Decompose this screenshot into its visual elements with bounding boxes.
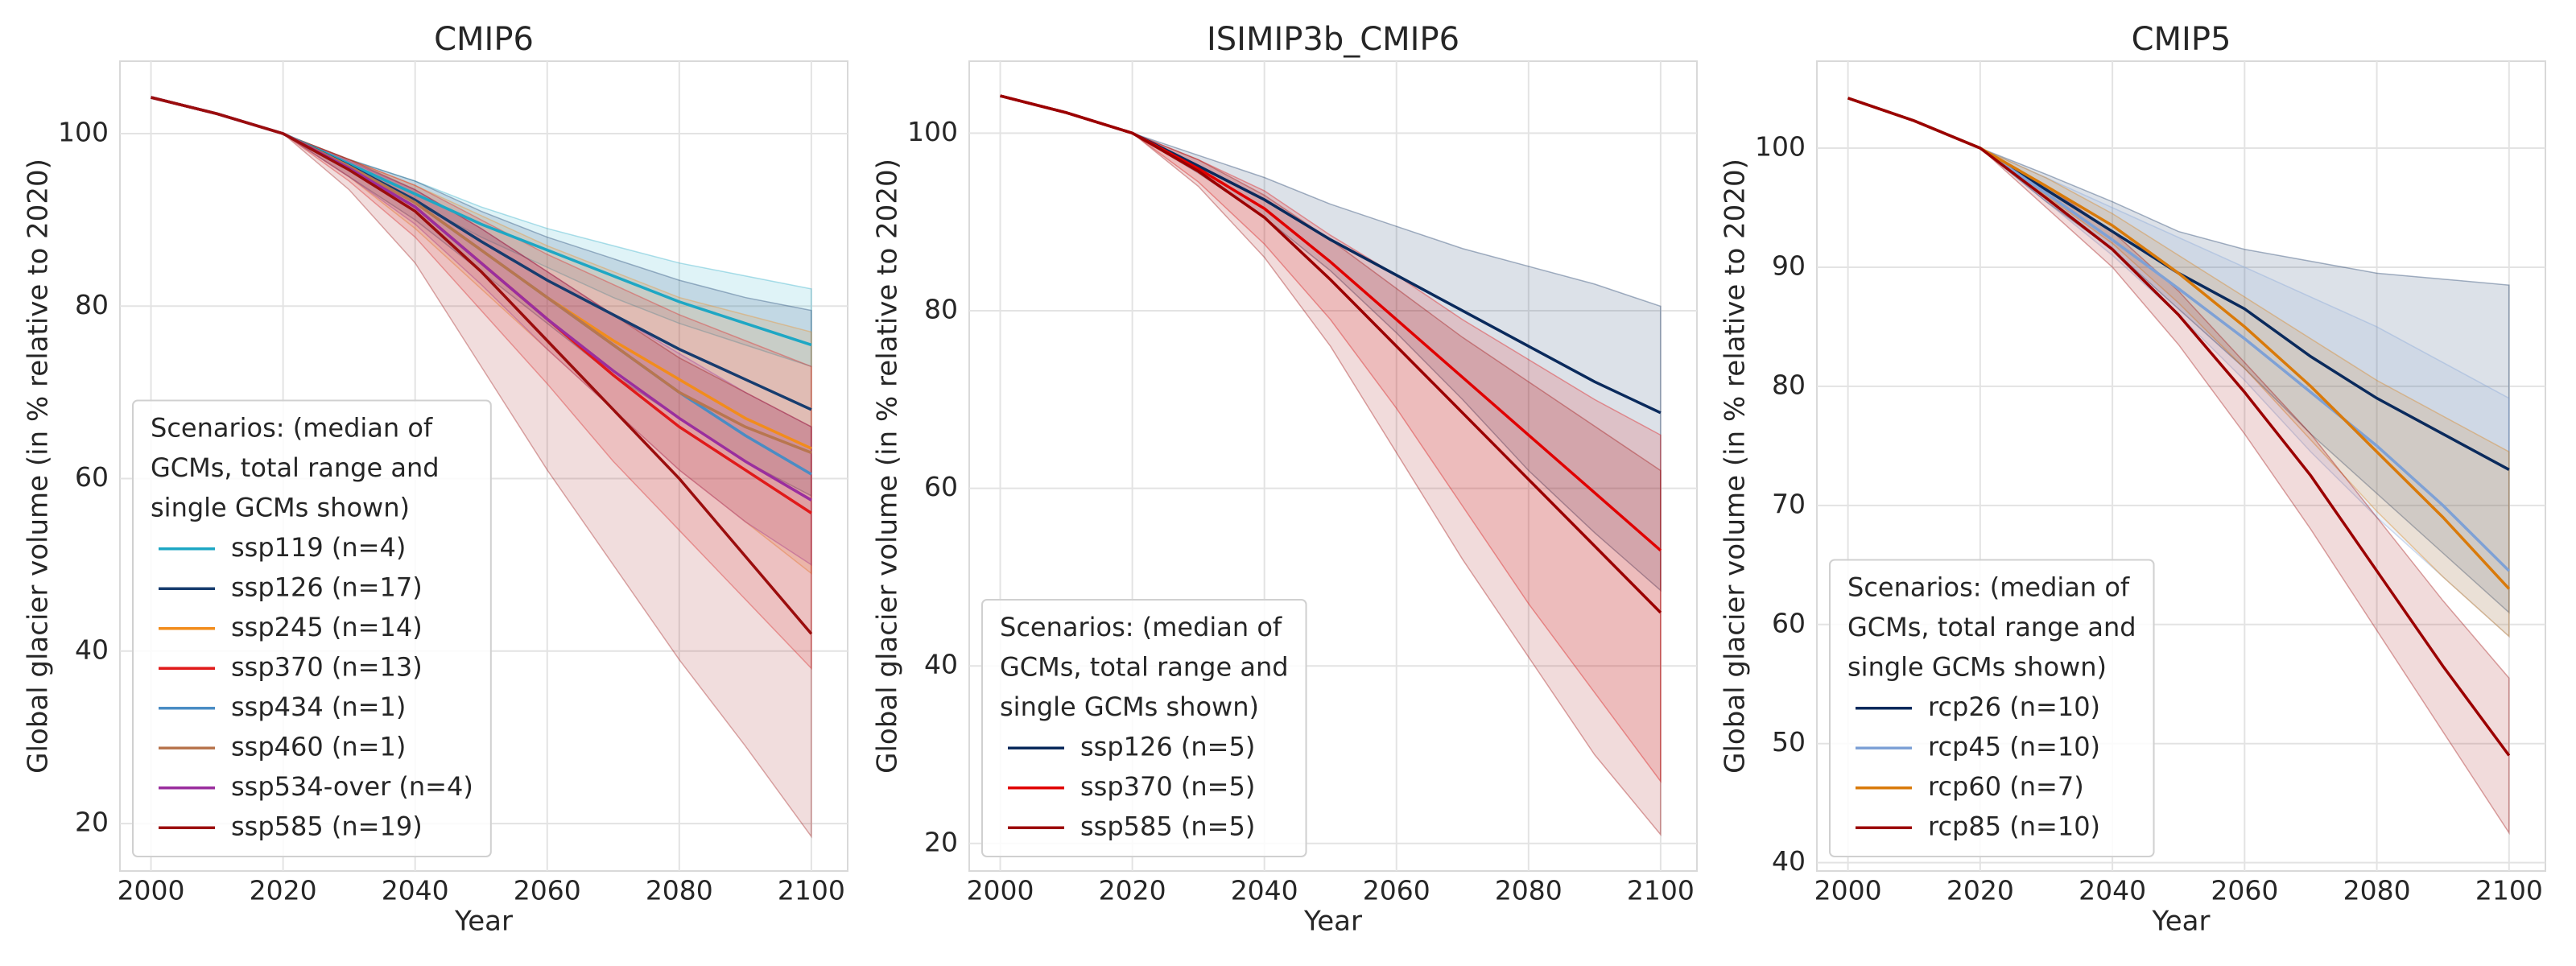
x-tick-label: 2060 [514, 875, 581, 906]
legend-label: ssp126 (n=17) [231, 572, 423, 602]
legend-title: Scenarios: (median of [151, 412, 433, 443]
legend-label: ssp119 (n=4) [231, 532, 406, 563]
x-tick-label: 2060 [2211, 875, 2278, 906]
x-tick-label: 2100 [1627, 875, 1695, 906]
chart-title: CMIP5 [2132, 21, 2231, 58]
y-tick-label: 40 [1772, 845, 1806, 877]
x-tick-label: 2080 [1495, 875, 1563, 906]
y-tick-label: 80 [924, 293, 958, 324]
legend-label: ssp126 (n=5) [1080, 731, 1255, 762]
x-tick-label: 2060 [1363, 875, 1430, 906]
legend-label: rcp45 (n=10) [1928, 731, 2100, 762]
range-band [151, 97, 812, 567]
range-band [1847, 97, 2510, 638]
legend-label: ssp370 (n=13) [231, 651, 423, 682]
x-tick-label: 2100 [2475, 875, 2543, 906]
legend-box [981, 599, 1307, 857]
legend: Scenarios: (median of GCMs, total range a… [981, 599, 1307, 857]
legend: Scenarios: (median of GCMs, total range a… [1829, 559, 2155, 857]
median-line [1847, 97, 2511, 757]
y-tick-label: 80 [75, 289, 109, 320]
chart-title: CMIP6 [434, 21, 534, 58]
x-axis-label: Year [1303, 906, 1362, 938]
legend: Scenarios: (median of GCMs, total range a… [132, 399, 492, 857]
legend-label: ssp245 (n=14) [231, 612, 423, 642]
x-tick-label: 2020 [1946, 875, 2014, 906]
median-line [1000, 94, 1662, 614]
legend-title: GCMs, total range and [1000, 651, 1289, 682]
legend-label: ssp460 (n=1) [231, 731, 406, 762]
y-tick-label: 60 [1772, 607, 1806, 638]
x-axis-label: Year [2152, 906, 2211, 938]
y-tick-label: 40 [924, 649, 958, 680]
legend-title: single GCMs shown) [151, 492, 410, 522]
x-tick-label: 2000 [118, 875, 185, 906]
legend-title: Scenarios: (median of [1000, 612, 1282, 642]
median-line [151, 96, 813, 635]
y-axis-label: Global glacier volume (in % relative to … [1719, 159, 1752, 774]
range-band [151, 97, 812, 671]
y-tick-label: 60 [75, 461, 109, 493]
x-tick-label: 2000 [1814, 875, 1882, 906]
legend-label: ssp534-over (n=4) [231, 771, 473, 802]
x-tick-label: 2040 [1231, 875, 1298, 906]
y-tick-label: 50 [1772, 726, 1806, 758]
x-tick-label: 2040 [382, 875, 449, 906]
x-tick-label: 2020 [250, 875, 317, 906]
legend-box [1829, 559, 2155, 857]
y-tick-label: 90 [1772, 250, 1806, 281]
y-tick-label: 100 [907, 116, 958, 147]
y-tick-label: 70 [1772, 488, 1806, 519]
y-tick-label: 40 [75, 634, 109, 665]
legend-label: rcp26 (n=10) [1928, 691, 2100, 722]
legend-label: rcp85 (n=10) [1928, 811, 2100, 841]
x-tick-label: 2080 [2343, 875, 2411, 906]
legend-title: GCMs, total range and [151, 452, 440, 483]
x-tick-label: 2100 [778, 875, 845, 906]
range-band [1847, 97, 2510, 614]
y-tick-label: 100 [1755, 130, 1806, 162]
range-band [1000, 95, 1662, 836]
chart-title: ISIMIP3b_CMIP6 [1207, 21, 1459, 58]
y-tick-label: 60 [924, 471, 958, 502]
legend-label: rcp60 (n=7) [1928, 771, 2084, 802]
x-axis-label: Year [454, 906, 513, 938]
legend-title: GCMs, total range and [1847, 612, 2136, 642]
x-tick-label: 2000 [967, 875, 1034, 906]
y-tick-label: 80 [1772, 369, 1806, 400]
panel: 2000 2020 2040 2060 2080 210020406080100CMIP6… [23, 21, 848, 938]
legend-label: ssp434 (n=1) [231, 691, 406, 722]
x-tick-label: 2080 [646, 875, 713, 906]
x-tick-label: 2020 [1099, 875, 1166, 906]
y-axis-label: Global glacier volume (in % relative to … [872, 159, 904, 774]
x-tick-label: 2040 [2079, 875, 2146, 906]
panel: 2000 2020 2040 2060 2080 210020406080100ISIMI… [872, 21, 1698, 938]
range-band [1000, 95, 1662, 783]
legend-title: single GCMs shown) [1847, 651, 2107, 682]
panel: 2000 2020 2040 2060 2080 2100 40 50 60 70 80 90 100 C… [1719, 21, 2546, 938]
legend-label: ssp585 (n=19) [231, 811, 423, 841]
range-band [1847, 97, 2510, 638]
legend-title: single GCMs shown) [1000, 691, 1259, 722]
legend-label: ssp585 (n=5) [1080, 811, 1255, 841]
y-tick-label: 20 [75, 807, 109, 838]
legend-title: Scenarios: (median of [1847, 572, 2130, 602]
y-tick-label: 20 [924, 826, 958, 857]
legend-label: ssp370 (n=5) [1080, 771, 1255, 802]
y-tick-label: 100 [58, 116, 109, 147]
legend-box [132, 399, 492, 857]
y-axis-label: Global glacier volume (in % relative to … [23, 159, 55, 774]
